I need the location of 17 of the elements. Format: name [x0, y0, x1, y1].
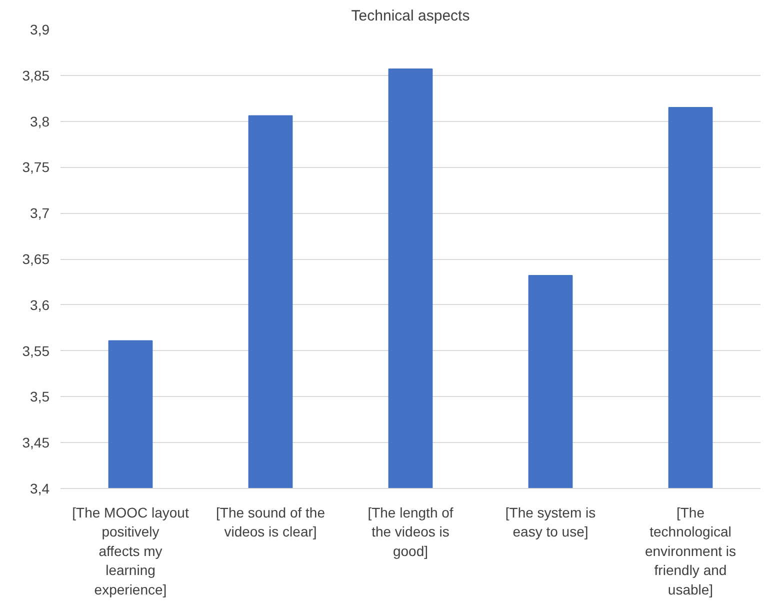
- chart-title: Technical aspects: [351, 8, 470, 24]
- x-tick-label: [The length of the videos is good]: [368, 504, 454, 559]
- y-tick-label: 3,7: [30, 205, 50, 222]
- x-tick-label: [The MOOC layout positively affects my learning experience]: [72, 504, 189, 598]
- y-tick-label: 3,8: [30, 113, 50, 130]
- y-tick-label: 3,4: [30, 480, 50, 496]
- x-tick-label: [The sound of the videos is clear]: [216, 504, 326, 540]
- y-tick-label: 3,75: [22, 159, 50, 176]
- y-tick-label: 3,6: [30, 296, 50, 313]
- y-tick-label: 3,55: [22, 342, 50, 359]
- x-tick-label: [The system is easy to use]: [505, 504, 596, 540]
- y-tick-label: 3,85: [22, 67, 50, 84]
- y-tick-label: 3,45: [22, 434, 50, 451]
- y-tick-label: 3,5: [30, 388, 50, 405]
- x-tick-label: [The technological environment is friendly and usable]: [644, 504, 736, 598]
- y-tick-label: 3,65: [22, 251, 50, 267]
- y-tick-label: 3,9: [30, 22, 50, 38]
